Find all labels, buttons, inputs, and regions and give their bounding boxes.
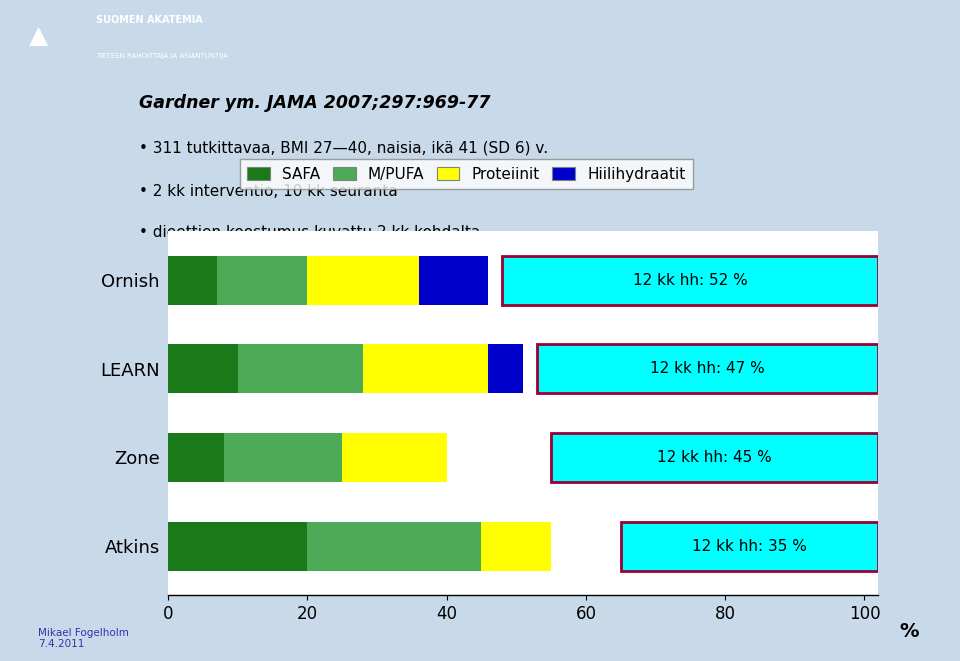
Text: • dieettien koostumus kuvattu 2 kk kohdalta: • dieettien koostumus kuvattu 2 kk kohda… xyxy=(139,225,480,240)
Bar xyxy=(621,522,878,570)
Bar xyxy=(342,433,446,482)
Text: 12 kk hh: 47 %: 12 kk hh: 47 % xyxy=(650,362,765,376)
Text: 12 kk hh: 35 %: 12 kk hh: 35 % xyxy=(692,539,807,554)
Bar xyxy=(168,433,224,482)
Bar xyxy=(363,344,489,393)
Text: Gardner ym. JAMA 2007;297:969-77: Gardner ym. JAMA 2007;297:969-77 xyxy=(139,94,491,112)
Text: 12 kk hh: 45 %: 12 kk hh: 45 % xyxy=(658,450,772,465)
Bar xyxy=(307,256,419,305)
Text: Mikael Fogelholm
7.4.2011: Mikael Fogelholm 7.4.2011 xyxy=(38,628,130,649)
Bar xyxy=(481,522,551,570)
Bar xyxy=(551,433,878,482)
Bar xyxy=(168,522,307,570)
Bar xyxy=(224,433,342,482)
Bar xyxy=(238,344,363,393)
Text: TIETEEN RAHOITTAJA JA ASIANTUNTIJA: TIETEEN RAHOITTAJA JA ASIANTUNTIJA xyxy=(96,52,228,59)
Bar xyxy=(502,256,878,305)
Bar xyxy=(217,256,307,305)
Bar xyxy=(168,344,238,393)
Legend: SAFA, M/PUFA, Proteiinit, Hiilihydraatit: SAFA, M/PUFA, Proteiinit, Hiilihydraatit xyxy=(240,159,693,189)
Text: • 2 kk interventio, 10 kk seuranta: • 2 kk interventio, 10 kk seuranta xyxy=(139,184,398,199)
Bar xyxy=(168,256,217,305)
Text: SUOMEN AKATEMIA: SUOMEN AKATEMIA xyxy=(96,15,203,25)
Bar xyxy=(307,522,481,570)
Text: ▲: ▲ xyxy=(29,24,48,48)
Bar xyxy=(489,344,523,393)
Text: 12 kk hh: 52 %: 12 kk hh: 52 % xyxy=(633,272,748,288)
Bar xyxy=(419,256,489,305)
Text: %: % xyxy=(900,621,919,641)
Bar xyxy=(538,344,878,393)
Text: • 311 tutkittavaa, BMI 27—40, naisia, ikä 41 (SD 6) v.: • 311 tutkittavaa, BMI 27—40, naisia, ik… xyxy=(139,140,548,155)
